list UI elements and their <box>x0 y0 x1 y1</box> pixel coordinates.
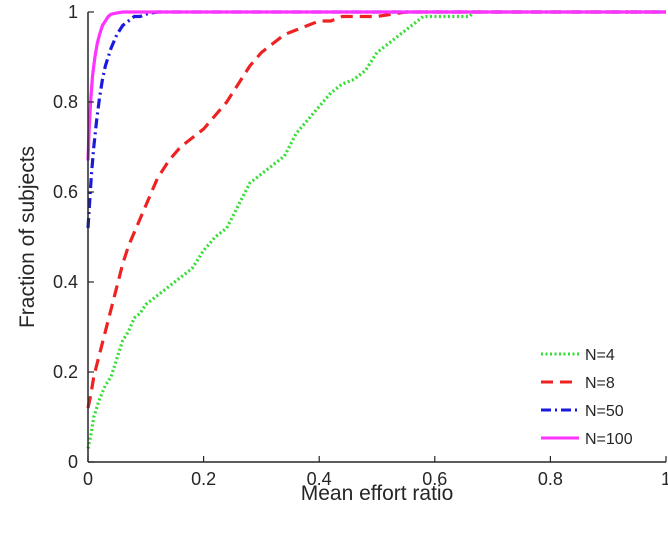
y-tick-label: 0.8 <box>53 92 78 112</box>
y-tick-label: 0.6 <box>53 182 78 202</box>
x-tick-label: 0.2 <box>191 469 216 489</box>
series-layer <box>86 10 666 449</box>
axes-layer <box>87 12 666 463</box>
x-tick-label: 0.6 <box>422 469 447 489</box>
x-tick-label: 0.8 <box>538 469 563 489</box>
legend: N=4 N=8 N=50 N=100 <box>541 347 633 448</box>
x-tick-label: 0 <box>83 469 93 489</box>
ticks-layer: 0 0.2 0.4 0.6 0.8 1 0 0.2 0.4 0.6 0.8 1 <box>53 2 668 489</box>
plot-area <box>88 12 666 462</box>
series-line-n100 <box>86 10 666 161</box>
y-tick-label: 0 <box>68 452 78 472</box>
y-tick-label: 0.2 <box>53 362 78 382</box>
legend-label: N=4 <box>585 347 615 364</box>
legend-label: N=50 <box>585 403 624 420</box>
x-tick-label: 1 <box>661 469 668 489</box>
legend-label: N=8 <box>585 375 615 392</box>
y-axis-label: Fraction of subjects <box>16 146 39 328</box>
y-tick-label: 1 <box>68 2 78 22</box>
x-tick-label: 0.4 <box>307 469 332 489</box>
series-line-n8 <box>86 10 666 409</box>
y-tick-label: 0.4 <box>53 272 78 292</box>
x-axis-label: Mean effort ratio <box>301 482 454 505</box>
legend-label: N=100 <box>585 431 633 448</box>
